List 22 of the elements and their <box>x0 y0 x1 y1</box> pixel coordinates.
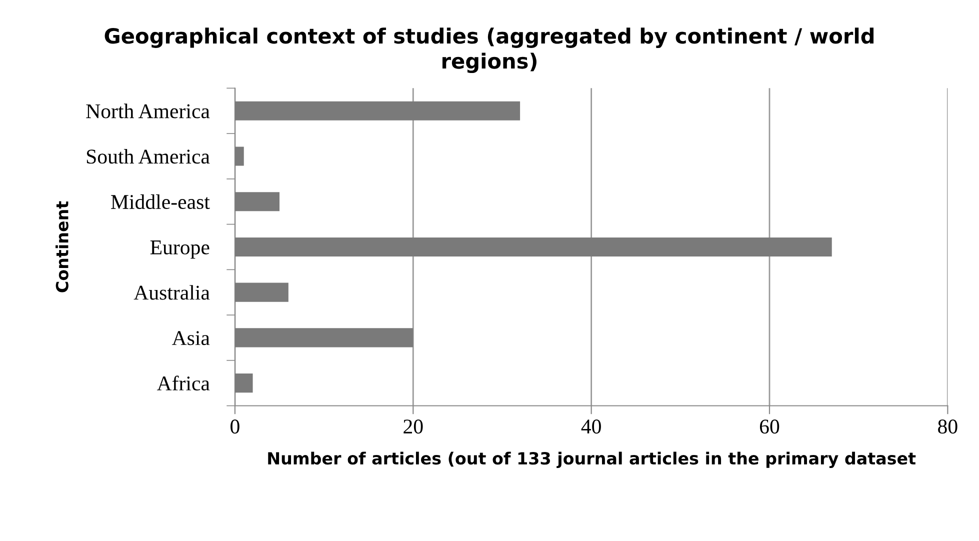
y-tick-label: North America <box>86 104 210 118</box>
y-tick-label: Europe <box>150 240 210 259</box>
x-tick-label: 80 <box>938 420 958 434</box>
y-tick-label: Africa <box>156 376 210 390</box>
y-tick-label: Asia <box>172 331 210 346</box>
bar <box>234 101 520 120</box>
bar <box>234 282 288 302</box>
y-tick-label: Australia <box>134 285 210 300</box>
bar <box>234 237 832 256</box>
bar <box>234 192 280 212</box>
bar <box>234 328 414 348</box>
x-tick-label: 60 <box>760 420 780 434</box>
y-tick-label: Middle-east <box>111 194 210 210</box>
x-tick-label: 40 <box>581 420 601 434</box>
y-axis-title: Continent <box>56 201 68 292</box>
chart-title: Geographical context of studies (aggregated by continent / world regions) <box>104 28 874 74</box>
x-tick-label: 20 <box>404 420 423 434</box>
x-tick-label: 0 <box>230 420 240 434</box>
x-axis-title: Number of articles (out of 133 journal articles in the primary dataset <box>268 452 916 468</box>
bar <box>234 146 244 166</box>
bar <box>234 374 253 393</box>
y-tick-label: South America <box>86 149 210 164</box>
